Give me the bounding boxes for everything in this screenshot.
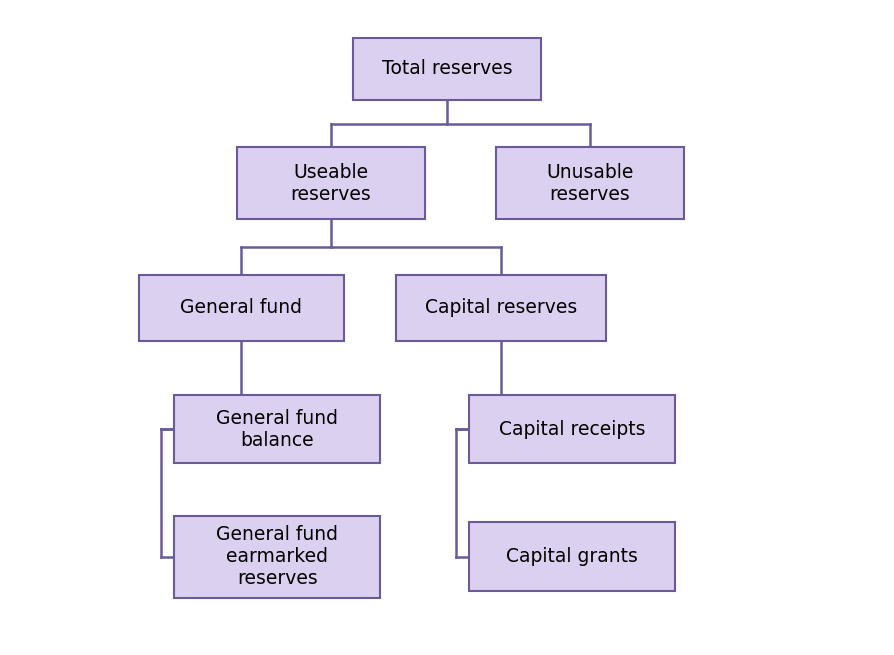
- FancyBboxPatch shape: [139, 275, 344, 341]
- Text: General fund
earmarked
reserves: General fund earmarked reserves: [216, 525, 338, 588]
- Text: Capital receipts: Capital receipts: [499, 419, 645, 439]
- Text: Capital grants: Capital grants: [506, 547, 638, 567]
- FancyBboxPatch shape: [174, 516, 380, 597]
- FancyBboxPatch shape: [353, 37, 541, 100]
- FancyBboxPatch shape: [469, 523, 675, 591]
- Text: Capital reserves: Capital reserves: [425, 298, 577, 318]
- FancyBboxPatch shape: [469, 394, 675, 464]
- Text: General fund
balance: General fund balance: [216, 409, 338, 449]
- FancyBboxPatch shape: [237, 147, 425, 219]
- FancyBboxPatch shape: [395, 275, 605, 341]
- Text: Total reserves: Total reserves: [382, 59, 512, 79]
- FancyBboxPatch shape: [496, 147, 684, 219]
- FancyBboxPatch shape: [174, 394, 380, 464]
- Text: Unusable
reserves: Unusable reserves: [546, 163, 634, 204]
- Text: General fund: General fund: [181, 298, 302, 318]
- Text: Useable
reserves: Useable reserves: [291, 163, 371, 204]
